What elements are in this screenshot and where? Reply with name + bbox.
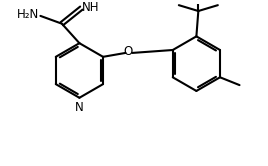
Text: NH: NH (82, 1, 100, 14)
Text: H₂N: H₂N (17, 8, 39, 21)
Text: N: N (75, 101, 84, 114)
Text: O: O (124, 45, 133, 58)
